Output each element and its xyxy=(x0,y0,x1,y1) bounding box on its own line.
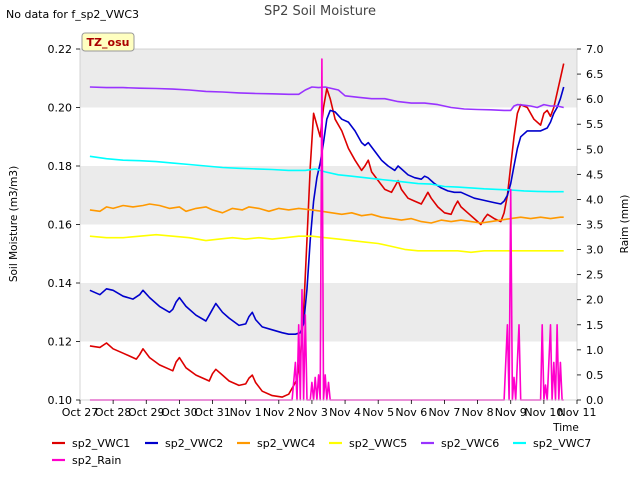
chart-title: SP2 Soil Moisture xyxy=(264,4,376,19)
legend-label-sp2_VWC4: sp2_VWC4 xyxy=(257,437,315,450)
y2-tick-label: 7.0 xyxy=(586,43,604,56)
y-tick-label: 0.12 xyxy=(48,336,73,349)
legend-label-sp2_VWC1: sp2_VWC1 xyxy=(72,437,130,450)
y2-axis-label: Raim (mm) xyxy=(619,195,631,254)
y2-tick-label: 5.5 xyxy=(586,118,604,131)
y-tick-label: 0.18 xyxy=(48,160,73,173)
y-tick-label: 0.16 xyxy=(48,219,73,232)
x-tick-label: Nov 4 xyxy=(329,406,361,419)
y2-tick-label: 1.5 xyxy=(586,319,604,332)
legend: sp2_VWC1 sp2_VWC2 sp2_VWC4 sp2_VWC5 sp2_VWC6… xyxy=(52,437,591,467)
grid-band xyxy=(80,283,577,342)
legend-label-sp2_VWC2: sp2_VWC2 xyxy=(165,437,223,450)
y2-tick-label: 5.0 xyxy=(586,143,604,156)
x-tick-label: Nov 8 xyxy=(462,406,494,419)
no-data-note: No data for f_sp2_VWC3 xyxy=(6,8,139,21)
x-tick-label: Nov 5 xyxy=(362,406,394,419)
y-tick-label: 0.20 xyxy=(48,102,73,115)
series-line-sp2_VWC1 xyxy=(89,63,565,398)
plot-background xyxy=(80,49,577,342)
x-tick-label: Nov 6 xyxy=(395,406,427,419)
plot-series xyxy=(89,58,565,401)
grid-band xyxy=(80,166,577,225)
x-tick-label: Oct 31 xyxy=(194,406,231,419)
x-tick-label: Oct 27 xyxy=(62,406,99,419)
grid-band xyxy=(80,49,577,108)
y2-tick-label: 1.0 xyxy=(586,344,604,357)
y2-tick-label: 6.0 xyxy=(586,93,604,106)
series-line-sp2_VWC2 xyxy=(89,86,565,336)
x-tick-label: Oct 29 xyxy=(128,406,165,419)
x-tick-label: Nov 3 xyxy=(296,406,328,419)
site-badge-label: TZ_osu xyxy=(87,36,130,49)
y-axis-label: Soil Moisture (m3/m3) xyxy=(8,166,20,282)
x-tick-label: Nov 9 xyxy=(495,406,527,419)
legend-label-sp2_VWC7: sp2_VWC7 xyxy=(533,437,591,450)
y2-tick-label: 4.5 xyxy=(586,168,604,181)
y-tick-label: 0.10 xyxy=(48,394,73,407)
legend-label-sp2_Rain: sp2_Rain xyxy=(72,454,121,467)
site-badge-box xyxy=(81,32,135,52)
x-axis-label: Time xyxy=(552,422,579,434)
x-tick-label: Nov 2 xyxy=(263,406,295,419)
x-tick-label: Nov 10 xyxy=(524,406,563,419)
legend-label-sp2_VWC5: sp2_VWC5 xyxy=(349,437,407,450)
series-line-sp2_VWC5 xyxy=(89,233,564,254)
x-tick-label: Nov 11 xyxy=(558,406,597,419)
y-tick-label: 0.22 xyxy=(48,43,73,56)
y2-tick-label: 2.5 xyxy=(586,269,604,282)
y2-tick-label: 0.0 xyxy=(586,394,604,407)
site-badge: TZ_osu xyxy=(81,32,135,52)
x-tick-label: Nov 1 xyxy=(230,406,262,419)
y2-tick-label: 6.5 xyxy=(586,68,604,81)
y2-tick-label: 2.0 xyxy=(586,294,604,307)
y2-tick-label: 3.5 xyxy=(586,219,604,232)
y2-tick-label: 4.0 xyxy=(586,193,604,206)
x-tick-label: Oct 30 xyxy=(161,406,198,419)
series-line-sp2_VWC7 xyxy=(89,155,564,193)
y-tick-label: 0.14 xyxy=(48,277,73,290)
legend-label-sp2_VWC6: sp2_VWC6 xyxy=(441,437,499,450)
series-line-sp2_VWC6 xyxy=(89,86,564,112)
x-tick-label: Oct 28 xyxy=(95,406,132,419)
y2-tick-label: 0.5 xyxy=(586,369,604,382)
x-tick-label: Nov 7 xyxy=(428,406,460,419)
y2-tick-label: 3.0 xyxy=(586,244,604,257)
